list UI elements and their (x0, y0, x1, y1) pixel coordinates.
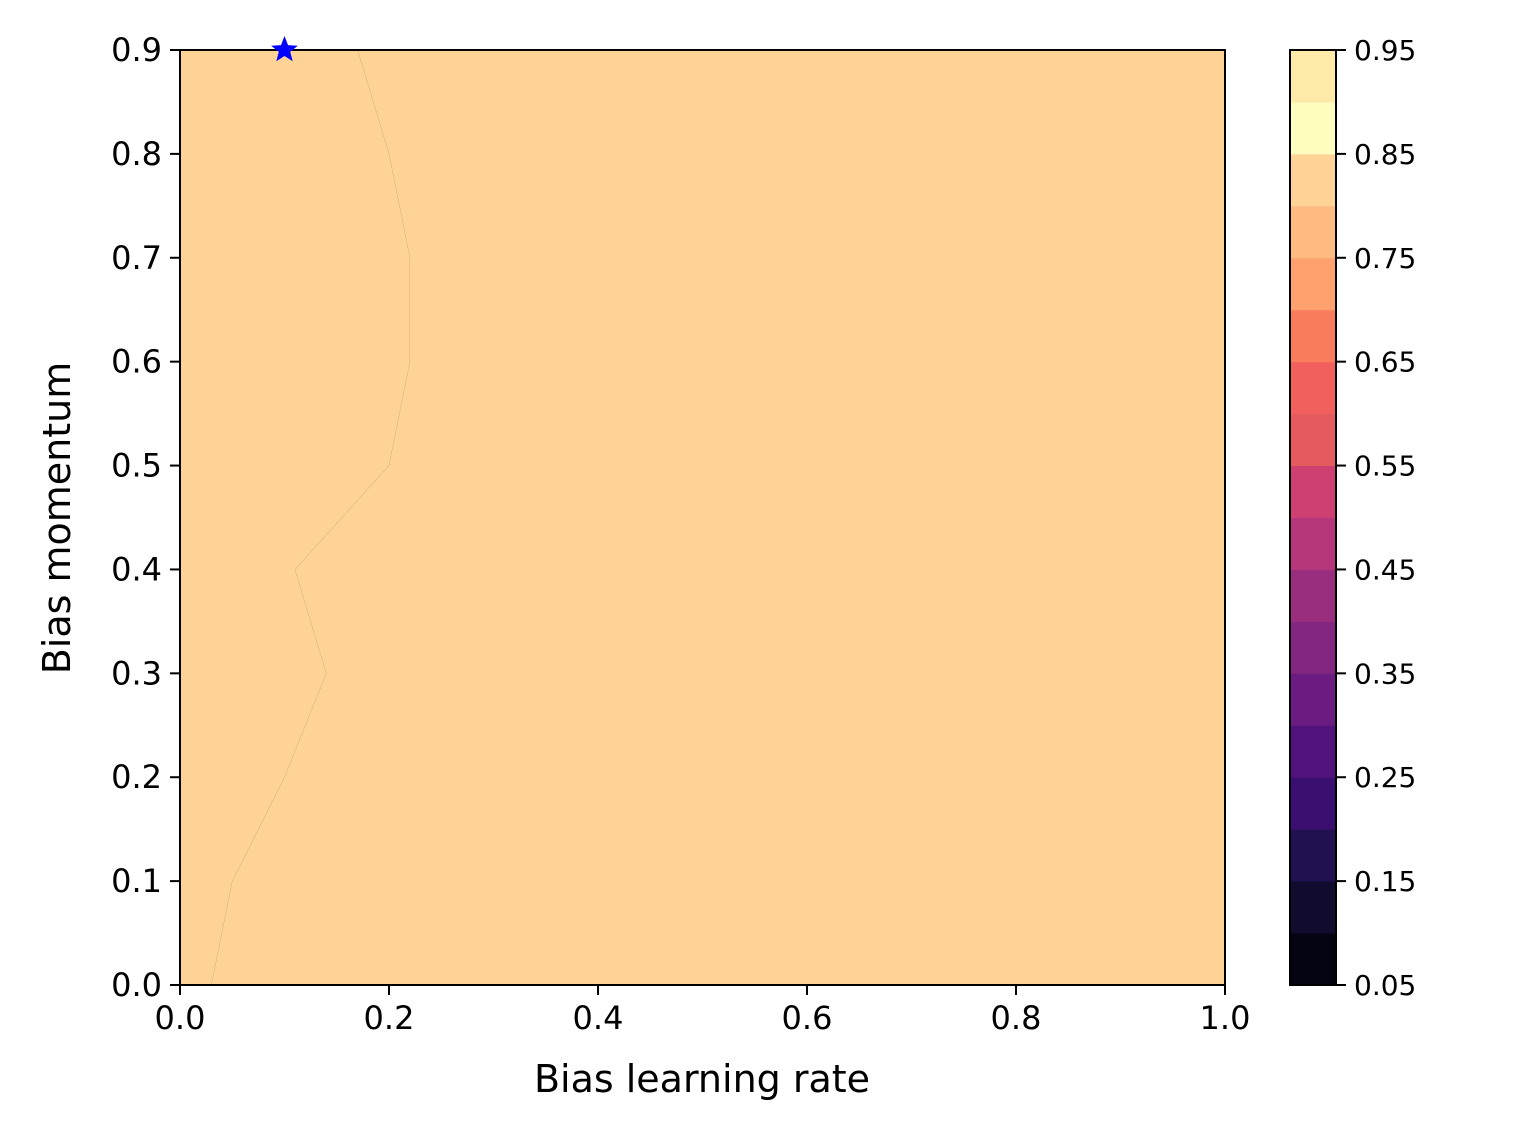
y-axis-label: Bias momentum (35, 362, 79, 675)
x-tick-label: 0.2 (364, 999, 415, 1037)
contour-band-15 (211, 50, 1225, 985)
y-tick-label: 0.3 (111, 654, 162, 692)
colorbar-tick-label: 0.85 (1354, 138, 1416, 171)
best-point-star-marker (271, 36, 298, 62)
y-tick-label: 0.6 (111, 343, 162, 381)
y-axis: 0.0 0.1 0.2 0.3 0.4 0.5 0.6 0.7 0.8 0.9 (111, 31, 180, 1004)
colorbar-swatch (1290, 50, 1336, 103)
plot-area (180, 50, 1225, 985)
colorbar-swatch (1290, 725, 1336, 778)
y-tick-label: 0.0 (111, 966, 162, 1004)
colorbar-swatch (1290, 829, 1336, 882)
colorbar-tick-label: 0.35 (1354, 657, 1416, 690)
y-tick-label: 0.2 (111, 758, 162, 796)
colorbar-tick-label: 0.15 (1354, 865, 1416, 898)
y-tick-label: 0.9 (111, 31, 162, 69)
colorbar-tick-label: 0.05 (1354, 969, 1416, 1002)
colorbar-swatch (1290, 309, 1336, 363)
colorbar-frame (1289, 49, 1337, 986)
y-tick-label: 0.1 (111, 862, 162, 900)
colorbar-swatch (1290, 257, 1336, 311)
colorbar-swatch (1290, 361, 1336, 415)
colorbar-swatch (1290, 933, 1336, 986)
y-tick-label: 0.7 (111, 239, 162, 277)
colorbar-swatch (1290, 153, 1336, 207)
x-tick-label: 0.4 (573, 999, 624, 1037)
colorbar-swatch (1290, 205, 1336, 259)
x-tick-label: 1.0 (1200, 999, 1251, 1037)
contour-band-top (180, 50, 410, 985)
x-axis-label: Bias learning rate (534, 1057, 870, 1101)
y-tick-label: 0.5 (111, 447, 162, 485)
plot-frame (179, 49, 1226, 986)
x-tick-label: 0.0 (155, 999, 206, 1037)
colorbar-tick-label: 0.95 (1354, 34, 1416, 67)
colorbar: 0.95 0.85 0.75 0.65 0.55 0.45 0.35 0.25 0.15 0.05 (1289, 34, 1416, 1002)
colorbar-swatch (1290, 777, 1336, 830)
colorbar-tick-label: 0.45 (1354, 553, 1416, 586)
x-axis: 0.0 0.2 0.4 0.6 0.8 1.0 (155, 985, 1251, 1037)
y-tick-label: 0.8 (111, 135, 162, 173)
colorbar-swatch (1290, 465, 1336, 518)
colorbar-swatch (1290, 413, 1336, 467)
colorbar-swatch (1290, 621, 1336, 674)
marker-layer (271, 36, 298, 62)
colorbar-tick-label: 0.25 (1354, 761, 1416, 794)
x-tick-label: 0.8 (991, 999, 1042, 1037)
colorbar-swatch (1290, 101, 1336, 155)
x-tick-label: 0.6 (782, 999, 833, 1037)
y-tick-label: 0.4 (111, 550, 162, 588)
colorbar-tick-label: 0.75 (1354, 242, 1416, 275)
colorbar-tick-label: 0.55 (1354, 450, 1416, 483)
colorbar-swatch (1290, 569, 1336, 622)
colorbar-swatch (1290, 673, 1336, 726)
colorbar-swatch (1290, 517, 1336, 570)
colorbar-swatch (1290, 881, 1336, 934)
colorbar-tick-label: 0.65 (1354, 346, 1416, 379)
